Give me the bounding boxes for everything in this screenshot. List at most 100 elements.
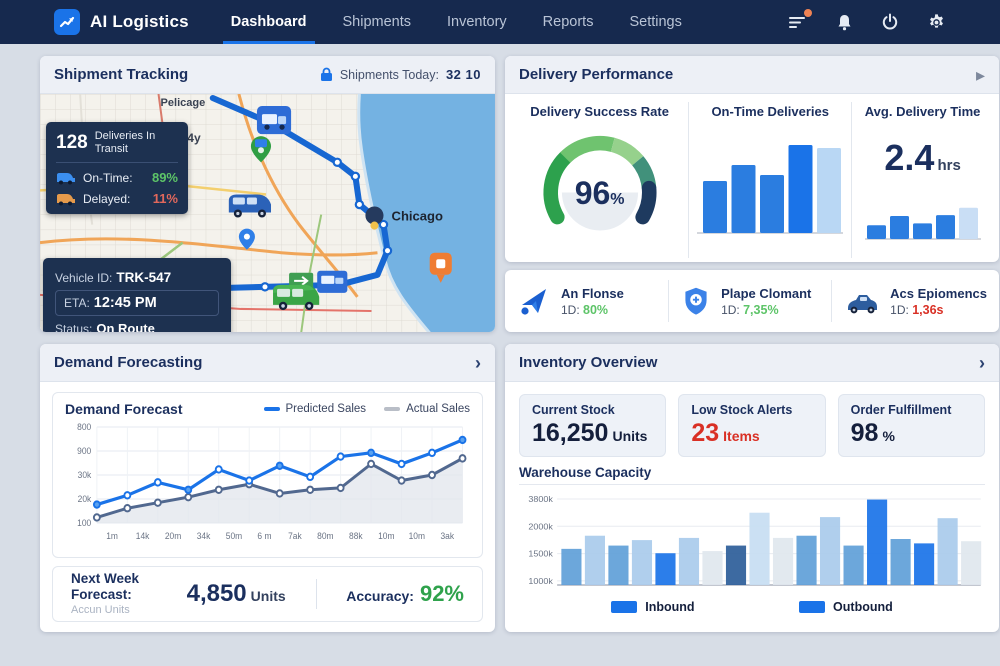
kpi-stat-value: 7,35% xyxy=(743,302,779,317)
panel-title: Inventory Overview xyxy=(519,354,658,371)
rocket-icon xyxy=(521,289,546,315)
svg-text:1000k: 1000k xyxy=(528,576,553,586)
nav-item-inventory[interactable]: Inventory xyxy=(447,14,507,30)
blue-dot-pin-icon xyxy=(238,228,255,250)
inventory-stat-cards: Current Stock 16,250 Units Low Stock Aler… xyxy=(505,382,999,463)
stat-value: 23 xyxy=(691,419,720,447)
chevron-right-icon[interactable]: ▸ xyxy=(975,64,985,85)
warehouse-capacity-chart: 3800k 2000k 1500k 1000k xyxy=(528,494,982,586)
kpi-stat-value: 1,36s xyxy=(912,302,944,317)
svg-text:3ak: 3ak xyxy=(440,531,454,541)
accuracy-label: Accuracy: xyxy=(346,588,414,604)
chevron-right-icon[interactable]: › xyxy=(979,352,985,373)
on-time-value: 89% xyxy=(151,170,178,186)
avg-delivery-unit: hrs xyxy=(937,157,961,174)
shield-icon xyxy=(685,287,707,315)
avg-delivery-label: Avg. Delivery Time xyxy=(864,104,981,119)
stat-card-order-fulfillment[interactable]: Order Fulfillment 98% xyxy=(837,394,985,457)
svg-text:1500k: 1500k xyxy=(528,549,553,559)
transit-overlay-card: 128 Deliveries In Transit On-Time: 89% D… xyxy=(46,122,188,215)
stat-unit: Items xyxy=(723,428,760,444)
avg-delivery-block: Avg. Delivery Time 2.4 hrs xyxy=(851,102,993,258)
svg-text:6 m: 6 m xyxy=(257,531,271,541)
tracking-map[interactable]: Pelicage 34y Chicago 128 Deliveries In T… xyxy=(40,94,495,332)
brand-logo-icon xyxy=(54,9,80,35)
green-van-icon xyxy=(273,284,320,311)
nav-item-shipments[interactable]: Shipments xyxy=(342,14,412,30)
legend-label-outbound: Outbound xyxy=(833,600,893,614)
svg-text:88k: 88k xyxy=(349,531,363,541)
nav-item-settings[interactable]: Settings xyxy=(629,14,682,30)
shipment-tracking-panel: Shipment Tracking Shipments Today: 32 10 xyxy=(40,56,495,332)
transit-label: Deliveries In Transit xyxy=(94,130,156,155)
legend-label-actual: Actual Sales xyxy=(406,403,470,415)
shipment-tracking-header: Shipment Tracking Shipments Today: 32 10 xyxy=(40,56,495,94)
delayed-label: Delayed: xyxy=(83,191,131,206)
filter-icon[interactable] xyxy=(788,9,812,32)
delivery-kpi-strip: An Flonse 1D: 80% Plape Clomant 1D: 7,35… xyxy=(505,270,999,332)
forecast-summary-strip: Next Week Forecast: Accun Units 4,850 Uni… xyxy=(52,566,483,622)
svg-text:800: 800 xyxy=(77,422,91,432)
power-icon[interactable] xyxy=(880,12,900,32)
bell-icon[interactable] xyxy=(834,12,854,32)
kpi-item[interactable]: Plape Clomant 1D: 7,35% xyxy=(668,280,831,322)
demand-forecasting-panel: Demand Forecasting › Demand Forecast Pre… xyxy=(40,344,495,632)
stat-value: 98 xyxy=(850,419,879,447)
panel-title: Demand Forecasting xyxy=(54,354,203,371)
legend-label-inbound: Inbound xyxy=(645,600,695,614)
status-label: Status: xyxy=(55,322,93,332)
stat-unit: Units xyxy=(612,428,648,444)
inventory-overview-header: Inventory Overview › xyxy=(505,344,999,382)
svg-text:10m: 10m xyxy=(409,531,425,541)
kpi-name: Acs Epiomencs xyxy=(890,285,987,301)
legend-swatch-actual xyxy=(384,407,401,411)
delivery-performance-panel: Delivery Performance ▸ Delivery Success … xyxy=(505,56,999,262)
chevron-right-icon[interactable]: › xyxy=(475,352,481,373)
kpi-item[interactable]: An Flonse 1D: 80% xyxy=(505,280,668,322)
stat-label: Current Stock xyxy=(532,403,615,417)
success-rate-gauge: 96% xyxy=(530,123,670,235)
orange-pin-icon xyxy=(429,252,452,283)
kpi-stat-label: 1D: xyxy=(721,302,740,317)
svg-text:20m: 20m xyxy=(165,531,181,541)
success-rate-unit: % xyxy=(610,191,625,208)
gear-icon[interactable] xyxy=(926,12,946,32)
svg-text:80m: 80m xyxy=(317,531,333,541)
svg-text:34k: 34k xyxy=(197,531,211,541)
legend-label-predicted: Predicted Sales xyxy=(285,403,367,415)
top-nav: AI Logistics Dashboard Shipments Invento… xyxy=(0,0,1000,44)
stat-card-low-stock[interactable]: Low Stock Alerts 23 Items xyxy=(678,394,826,457)
svg-text:50m: 50m xyxy=(226,531,242,541)
green-pin-icon xyxy=(250,136,272,163)
next-week-forecast-sublabel: Accun Units xyxy=(71,603,130,616)
svg-text:14k: 14k xyxy=(136,531,150,541)
blue-truck-icon xyxy=(57,172,75,185)
svg-text:20k: 20k xyxy=(78,494,92,504)
panel-title: Shipment Tracking xyxy=(54,66,189,83)
nav-item-dashboard[interactable]: Dashboard xyxy=(222,0,315,44)
on-time-deliveries-chart xyxy=(697,145,844,234)
demand-forecast-chart-box: Demand Forecast Predicted Sales Actual S… xyxy=(52,392,483,558)
car-icon xyxy=(848,295,878,314)
next-week-forecast-label: Next Week Forecast: xyxy=(71,571,140,603)
svg-text:1m: 1m xyxy=(106,531,118,541)
stat-value: 16,250 xyxy=(532,419,609,447)
eta-value: 12:45 PM xyxy=(93,295,157,311)
brand-name: AI Logistics xyxy=(90,12,189,31)
lock-icon xyxy=(320,67,332,81)
divider xyxy=(315,579,317,609)
eta-label: ETA: xyxy=(64,296,90,310)
nav-item-reports[interactable]: Reports xyxy=(542,14,594,30)
forecast-value: 4,850 xyxy=(186,580,247,607)
avg-delivery-value: 2.4 xyxy=(884,137,935,178)
inventory-overview-panel: Inventory Overview › Current Stock 16,25… xyxy=(505,344,999,632)
on-time-deliveries-block: On-Time Deliveries xyxy=(688,102,851,258)
kpi-name: An Flonse xyxy=(561,285,624,301)
kpi-item[interactable]: Acs Epiomencs 1D: 1,36s xyxy=(831,280,999,322)
vehicle-id-value: TRK-547 xyxy=(116,270,172,285)
success-rate-block: Delivery Success Rate 96% xyxy=(511,102,688,258)
on-time-label: On-Time: xyxy=(83,170,133,185)
legend-swatch-outbound xyxy=(799,601,826,613)
forecast-unit: Units xyxy=(250,588,286,604)
stat-card-current-stock[interactable]: Current Stock 16,250 Units xyxy=(519,394,667,457)
